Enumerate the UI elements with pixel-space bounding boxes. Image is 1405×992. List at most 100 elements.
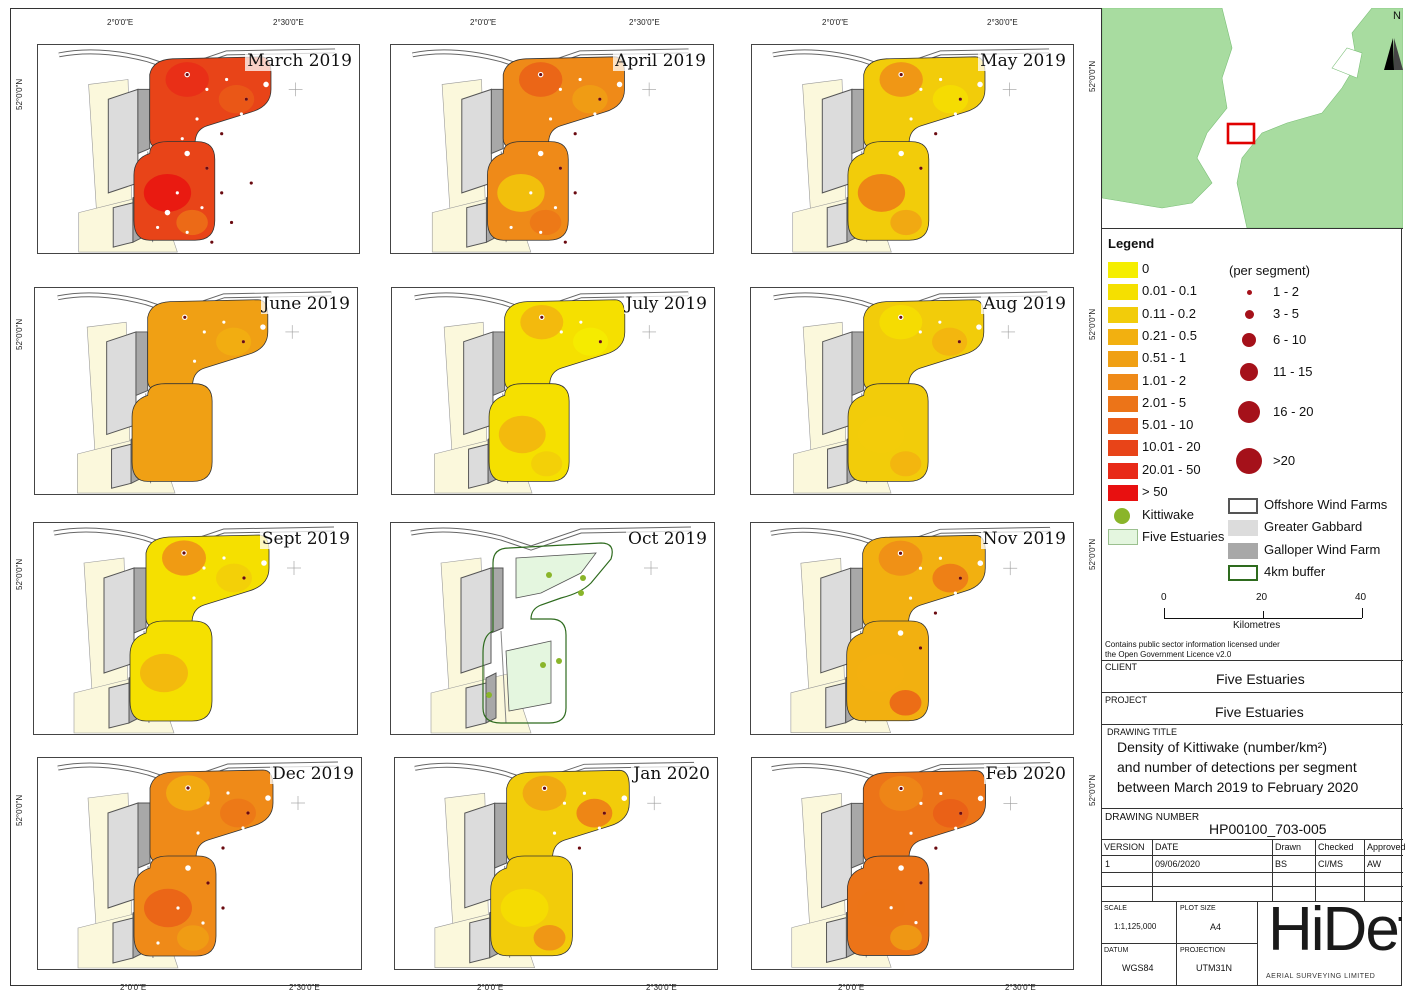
project-value: Five Estuaries — [1215, 704, 1304, 720]
graticule-label: 2°0'0"E — [477, 983, 504, 992]
detection-size-circle — [1242, 333, 1256, 347]
density-swatch — [1108, 395, 1138, 412]
graticule-label: 52°0'0"N — [15, 794, 24, 826]
projection-value: UTM31N — [1196, 963, 1233, 973]
density-swatch — [1108, 418, 1138, 435]
graticule-label: 2°30'0"E — [289, 983, 320, 992]
five-estuaries-label: Five Estuaries — [1142, 529, 1225, 544]
scale-value: 1:1,125,000 — [1114, 922, 1157, 931]
graticule-label: 2°0'0"E — [838, 983, 865, 992]
graticule-label: 2°30'0"E — [629, 18, 660, 27]
map-panel: March 2019 — [37, 44, 360, 254]
density-swatch — [1108, 440, 1138, 457]
scale-label: SCALE — [1104, 905, 1127, 912]
density-label: 10.01 - 20 — [1142, 439, 1201, 455]
per-segment-label: (per segment) — [1229, 263, 1310, 278]
map-panel: Dec 2019 — [37, 757, 362, 970]
drawing-title-line-1: Density of Kittiwake (number/km²) — [1117, 739, 1328, 755]
panel-title: Jan 2020 — [631, 764, 712, 784]
buffer-swatch — [1228, 565, 1258, 581]
offshore-wind-farms-label: Offshore Wind Farms — [1264, 497, 1388, 512]
scale-unit: Kilometres — [1233, 620, 1281, 631]
drawing-title-line-2: and number of detections per segment — [1117, 759, 1357, 775]
drawing-title-label: DRAWING TITLE — [1107, 727, 1178, 737]
graticule-label: 2°0'0"E — [470, 18, 497, 27]
graticule-label: 2°30'0"E — [273, 18, 304, 27]
panel-title: Oct 2019 — [626, 529, 709, 549]
plot-size-value: A4 — [1210, 922, 1222, 932]
client-label: CLIENT — [1105, 662, 1138, 672]
map-panel: May 2019 — [751, 44, 1074, 254]
map-panel: Feb 2020 — [751, 757, 1074, 970]
scale-tick-0: 0 — [1161, 592, 1167, 603]
drawing-number-value: HP00100_703-005 — [1209, 821, 1327, 837]
logo-subtitle: AERIAL SURVEYING LIMITED — [1266, 973, 1376, 980]
density-label: > 50 — [1142, 484, 1168, 499]
scale-tick-40: 40 — [1355, 592, 1367, 603]
density-swatch — [1108, 373, 1138, 390]
datum-value: WGS84 — [1122, 963, 1154, 973]
galloper-label: Galloper Wind Farm — [1264, 542, 1381, 557]
legend-column: N Legend 0 0.01 - 0.1 0.11 - 0.2 0.21 - 0.5… — [1101, 8, 1405, 986]
scale-tick-20: 20 — [1256, 592, 1268, 603]
graticule-label: 52°0'0"N — [1088, 538, 1097, 570]
detection-size-circle — [1238, 401, 1260, 423]
north-arrow-label: N — [1393, 10, 1401, 22]
drawing-number-label: DRAWING NUMBER — [1105, 812, 1200, 823]
project-label: PROJECT — [1105, 695, 1148, 705]
panel-title: Aug 2019 — [981, 294, 1068, 314]
graticule-label: 2°30'0"E — [987, 18, 1018, 27]
graticule-label: 52°0'0"N — [15, 78, 24, 110]
date-label: DATE — [1155, 842, 1179, 852]
density-swatch — [1108, 462, 1138, 479]
checked-label: Checked — [1318, 842, 1354, 852]
map-panel: Sept 2019 — [33, 522, 358, 735]
greater-gabbard-swatch — [1228, 520, 1258, 536]
density-label: 0.51 - 1 — [1142, 350, 1187, 366]
panel-title: March 2019 — [245, 51, 354, 71]
location-inset-map: N — [1102, 8, 1403, 229]
graticule-label: 2°30'0"E — [1005, 983, 1036, 992]
density-swatch — [1108, 306, 1138, 323]
licence-line-2: the Open Government Licence v2.0 — [1105, 650, 1232, 659]
client-value: Five Estuaries — [1216, 671, 1305, 687]
panel-title: April 2019 — [613, 51, 708, 71]
projection-label: PROJECTION — [1180, 947, 1226, 954]
graticule-label: 2°0'0"E — [822, 18, 849, 27]
panel-title: Sept 2019 — [259, 529, 352, 549]
approved-value: AW — [1367, 859, 1382, 869]
map-panel: Nov 2019 — [750, 522, 1074, 735]
panel-title: May 2019 — [978, 51, 1068, 71]
density-swatch — [1108, 284, 1138, 301]
version-label: VERSION — [1104, 842, 1145, 852]
panel-title: July 2019 — [623, 294, 709, 314]
density-label: 0.21 - 0.5 — [1142, 327, 1197, 343]
density-swatch — [1108, 351, 1138, 368]
graticule-label: 2°0'0"E — [107, 18, 134, 27]
panel-title: June 2019 — [260, 294, 352, 314]
density-swatch — [1108, 328, 1138, 345]
detection-size-label: 6 - 10 — [1273, 332, 1307, 347]
kittiwake-label: Kittiwake — [1142, 507, 1195, 522]
version-value: 1 — [1105, 859, 1111, 869]
graticule-label: 52°0'0"N — [15, 318, 24, 350]
drawing-title-line-3: between March 2019 to February 2020 — [1117, 779, 1359, 795]
map-panel: Oct 2019 — [390, 522, 715, 735]
offshore-wind-farms-swatch — [1228, 498, 1258, 514]
legend-title: Legend — [1108, 236, 1155, 251]
density-label: 5.01 - 10 — [1142, 417, 1194, 433]
galloper-swatch — [1228, 543, 1258, 559]
map-frame — [10, 8, 1402, 986]
panel-title: Dec 2019 — [270, 764, 356, 784]
buffer-label: 4km buffer — [1264, 564, 1326, 579]
detection-size-label: 1 - 2 — [1273, 284, 1300, 299]
density-label: 20.01 - 50 — [1142, 461, 1201, 477]
panel-title: Nov 2019 — [980, 529, 1068, 549]
detection-size-label: 3 - 5 — [1273, 306, 1300, 321]
density-swatch — [1108, 262, 1138, 278]
drawn-label: Drawn — [1275, 842, 1302, 852]
detection-size-label: >20 — [1273, 453, 1296, 468]
graticule-label: 52°0'0"N — [1088, 774, 1097, 806]
graticule-label: 52°0'0"N — [1088, 60, 1097, 92]
density-swatch — [1108, 485, 1138, 501]
